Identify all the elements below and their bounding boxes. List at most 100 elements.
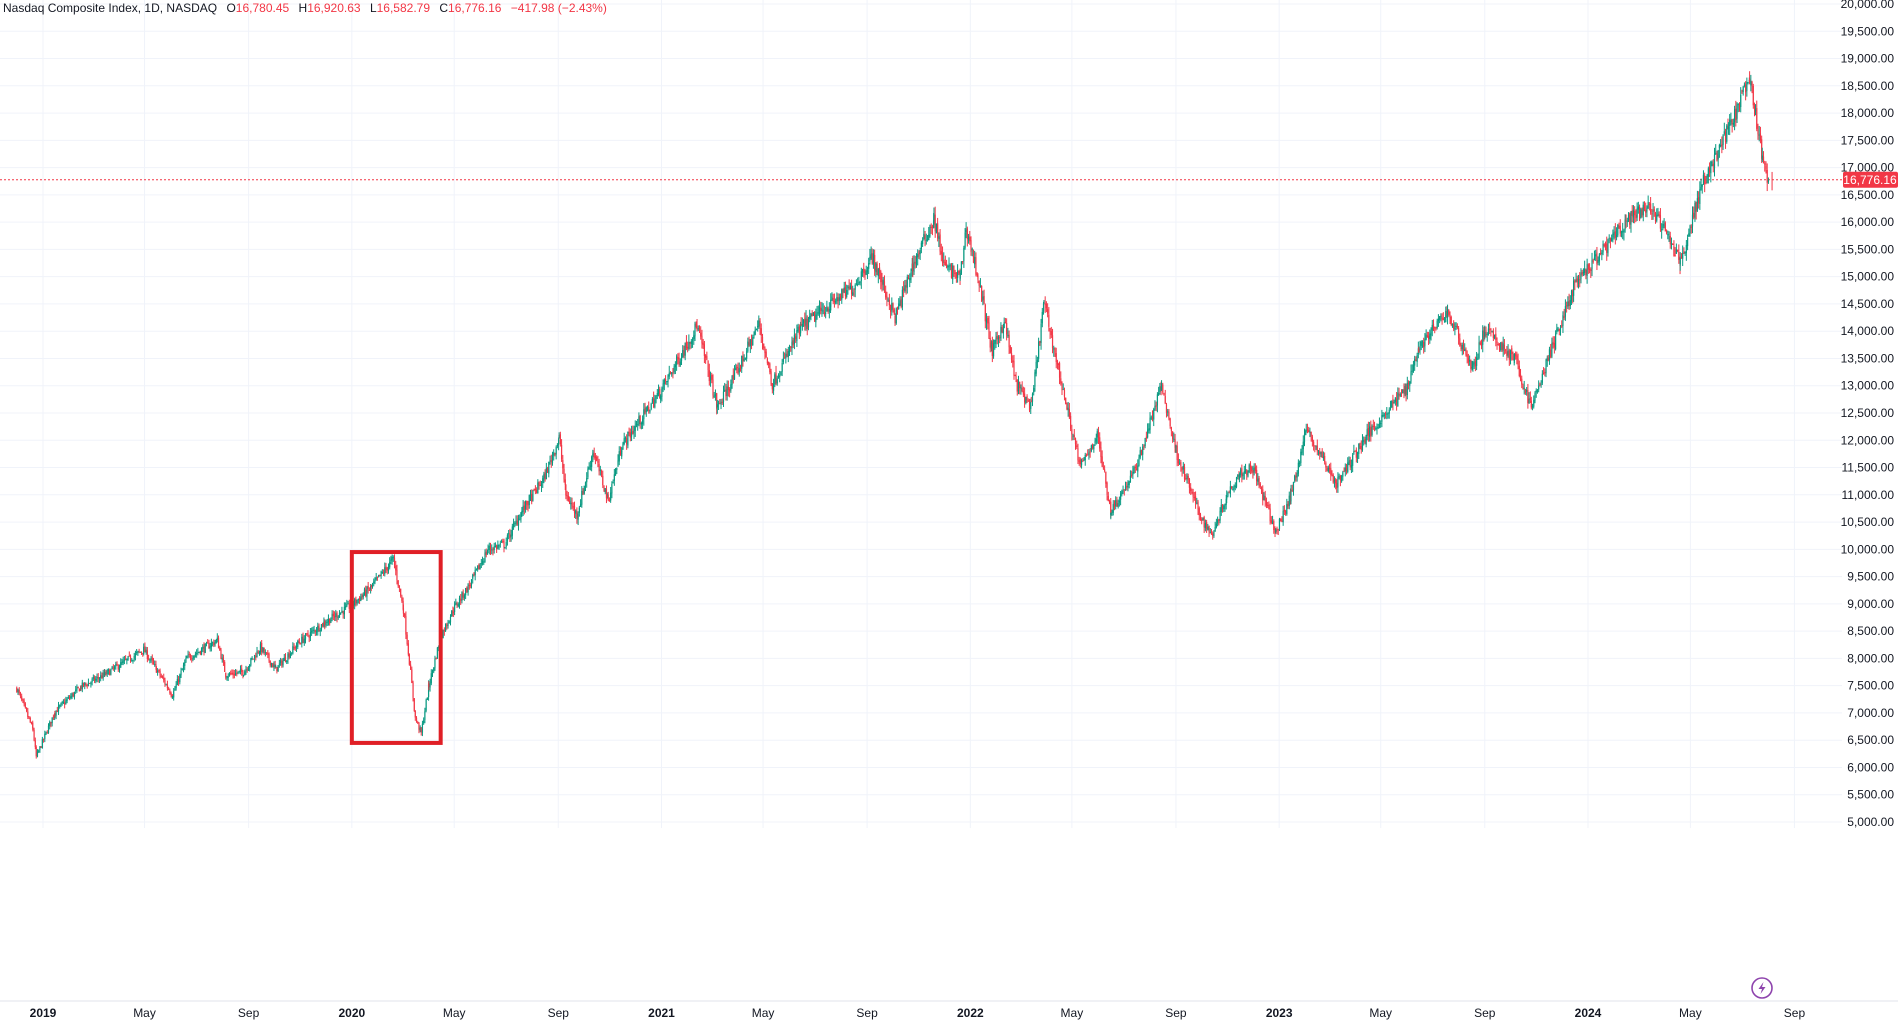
- candle-body: [433, 667, 435, 672]
- candle-body: [1476, 357, 1478, 366]
- candle-body: [1566, 305, 1568, 307]
- candle-body: [337, 616, 339, 618]
- candle-body: [691, 339, 694, 341]
- candle-body: [1650, 203, 1652, 213]
- candle-body: [258, 651, 261, 654]
- candle-body: [59, 705, 61, 707]
- candle-body: [1524, 389, 1527, 394]
- candle-body: [46, 732, 48, 734]
- candle-body: [1179, 462, 1181, 464]
- candle-body: [1044, 303, 1046, 306]
- candle-body: [929, 225, 931, 237]
- candle-body: [60, 703, 62, 706]
- candle-body: [869, 256, 871, 262]
- candle-body: [735, 367, 737, 371]
- candle-body: [1104, 469, 1106, 472]
- candle-body: [373, 581, 375, 584]
- candle-body: [457, 603, 459, 607]
- candle-body: [1287, 503, 1289, 507]
- candle-body: [837, 297, 839, 302]
- candle-body: [1642, 204, 1644, 216]
- candle-body: [512, 523, 515, 527]
- candle-body: [1659, 215, 1662, 229]
- candle-body: [1138, 457, 1140, 466]
- candle-body: [293, 647, 295, 649]
- candle-body: [1296, 473, 1298, 478]
- y-tick-label: 19,000.00: [1841, 52, 1895, 66]
- candle-body: [836, 297, 838, 301]
- candle-body: [1622, 230, 1624, 233]
- candle-body: [105, 672, 107, 675]
- candle-body: [294, 647, 296, 649]
- candle-body: [835, 301, 837, 303]
- candle-body: [106, 670, 108, 675]
- candle-body: [581, 490, 583, 505]
- candle-body: [931, 226, 934, 228]
- lightning-icon[interactable]: [1751, 977, 1773, 999]
- candle-body: [809, 316, 811, 319]
- candle-body: [941, 253, 944, 263]
- candle-body: [173, 691, 175, 698]
- y-tick-label: 12,500.00: [1841, 406, 1895, 420]
- candle-body: [992, 343, 995, 357]
- y-tick-label: 19,500.00: [1841, 24, 1895, 38]
- candle-body: [1073, 435, 1075, 438]
- candle-body: [1541, 373, 1543, 383]
- candle-body: [558, 439, 560, 445]
- legend-high-value: 16,920.63: [307, 1, 361, 15]
- candle-body: [1030, 401, 1032, 409]
- candle-body: [726, 386, 728, 396]
- candle-body: [1105, 471, 1107, 484]
- candle-body: [1120, 493, 1122, 500]
- candle-body: [1677, 249, 1679, 252]
- candle-body: [1336, 482, 1338, 488]
- candle-body: [197, 652, 199, 654]
- candle-body: [1186, 475, 1188, 480]
- candle-body: [41, 739, 43, 749]
- candle-body: [145, 649, 147, 653]
- candle-body: [1686, 237, 1689, 247]
- candle-body: [1757, 129, 1759, 135]
- candle-body: [1223, 505, 1225, 509]
- candle-body: [594, 456, 597, 459]
- candle-body: [261, 642, 263, 653]
- candle-body: [1544, 371, 1546, 374]
- candle-body: [519, 519, 521, 521]
- candle-body: [246, 669, 248, 671]
- candle-body: [76, 687, 78, 691]
- x-tick-label: 2022: [957, 1006, 984, 1020]
- candle-body: [222, 657, 225, 663]
- candle-body: [565, 484, 567, 496]
- candle-body: [1207, 526, 1209, 531]
- candle-body: [237, 671, 239, 673]
- candle-body: [1624, 219, 1626, 230]
- candle-body: [1683, 251, 1685, 254]
- candle-body: [1418, 348, 1420, 352]
- candle-body: [128, 655, 130, 657]
- candle-body: [319, 629, 321, 632]
- candle-body: [505, 541, 507, 547]
- candle-body: [1007, 334, 1009, 336]
- candle-body: [1530, 400, 1532, 408]
- candle-body: [776, 378, 778, 384]
- candle-body: [1145, 436, 1147, 439]
- candle-body: [1042, 303, 1045, 312]
- candle-body: [165, 684, 167, 686]
- candle-body: [1643, 206, 1646, 209]
- candle-body: [1396, 398, 1398, 405]
- candle-body: [800, 323, 802, 326]
- candle-body: [1521, 378, 1523, 385]
- candle-body: [330, 619, 332, 623]
- candle-body: [187, 654, 189, 658]
- candle-body: [1352, 454, 1354, 466]
- candle-body: [626, 438, 628, 445]
- candle-body: [1420, 341, 1422, 346]
- candle-body: [1602, 244, 1604, 253]
- candle-body: [548, 461, 550, 474]
- candle-body: [1497, 343, 1499, 345]
- candle-body: [234, 672, 237, 676]
- candle-body: [1407, 382, 1410, 385]
- candle-body: [1231, 486, 1233, 489]
- candle-body: [90, 682, 92, 684]
